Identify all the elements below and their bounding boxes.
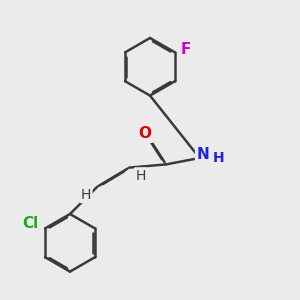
Text: Cl: Cl	[22, 216, 39, 231]
Text: H: H	[81, 188, 91, 202]
Text: O: O	[139, 127, 152, 142]
Text: H: H	[135, 169, 146, 183]
Text: H: H	[212, 151, 224, 165]
Text: F: F	[181, 42, 191, 57]
Text: N: N	[196, 147, 209, 162]
